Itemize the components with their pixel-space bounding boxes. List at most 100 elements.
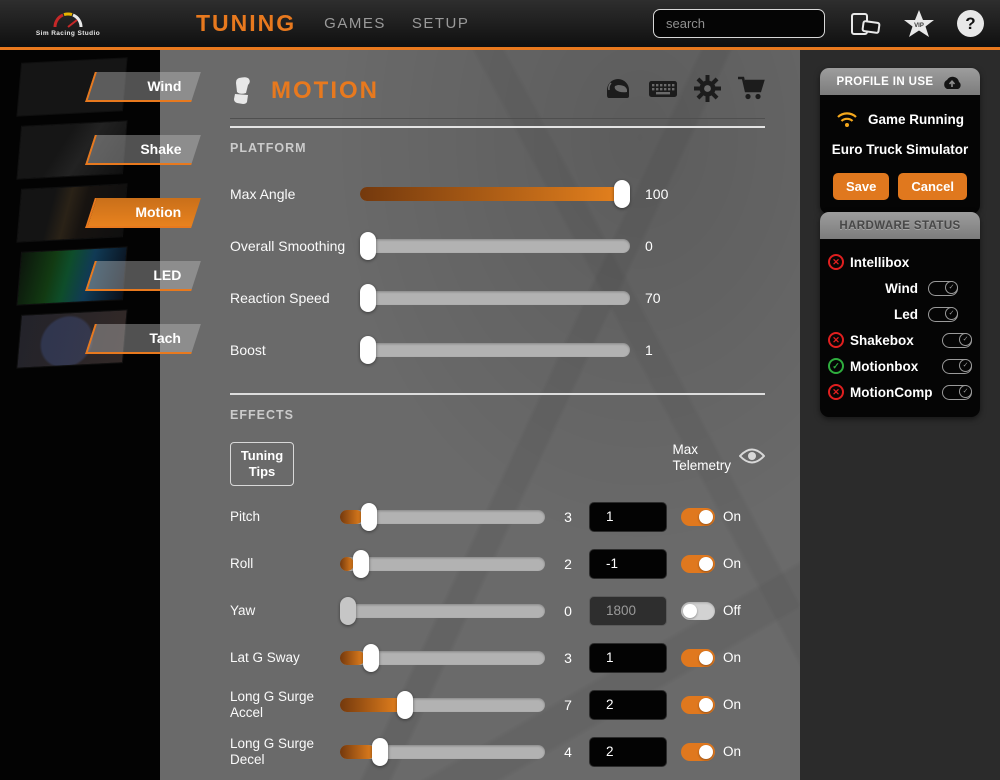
hardware-toggle[interactable]: ✓ bbox=[942, 332, 972, 348]
sidebar-item-shake[interactable]: Shake bbox=[14, 121, 201, 179]
effect-row-yaw: Yaw 0 Off bbox=[230, 594, 765, 627]
slider-thumb[interactable] bbox=[360, 336, 376, 364]
effect-slider bbox=[340, 643, 545, 672]
search-container bbox=[653, 9, 825, 38]
sidebar-item-motion[interactable]: Motion bbox=[14, 184, 201, 242]
slider-track[interactable] bbox=[340, 690, 545, 719]
effect-label: Pitch bbox=[230, 508, 261, 524]
slider-thumb[interactable] bbox=[614, 180, 630, 208]
sidebar-item-band[interactable]: Wind bbox=[85, 72, 201, 102]
effect-toggle[interactable] bbox=[681, 742, 715, 761]
slider-thumb[interactable] bbox=[353, 549, 370, 578]
keyboard-icon[interactable] bbox=[648, 78, 678, 105]
hardware-toggle[interactable]: ✓ bbox=[928, 306, 958, 322]
hardware-panel-header: HARDWARE STATUS bbox=[820, 212, 980, 239]
devices-icon[interactable] bbox=[851, 12, 881, 36]
toggle-knob bbox=[699, 556, 713, 571]
sidebar-item-band[interactable]: Motion bbox=[85, 198, 201, 228]
platform-slider-value: 100 bbox=[645, 186, 669, 202]
slider-track[interactable] bbox=[360, 180, 630, 208]
hardware-row-intellibox: ✕ Intellibox bbox=[828, 249, 972, 275]
slider-track[interactable] bbox=[340, 596, 545, 625]
slider-thumb[interactable] bbox=[360, 284, 376, 312]
slider-thumb[interactable] bbox=[360, 502, 377, 531]
platform-heading: PLATFORM bbox=[230, 141, 307, 155]
slider-track[interactable] bbox=[340, 737, 545, 766]
slider-thumb[interactable] bbox=[372, 737, 389, 766]
eye-icon[interactable] bbox=[738, 447, 766, 470]
hardware-toggle[interactable]: ✓ bbox=[928, 280, 958, 296]
effect-value-input[interactable] bbox=[589, 642, 667, 673]
vip-star-icon[interactable]: VIP bbox=[903, 9, 935, 39]
effect-value-input[interactable] bbox=[589, 548, 667, 579]
sidebar-item-led[interactable]: LED bbox=[14, 247, 201, 305]
sidebar-item-label: Wind bbox=[147, 78, 182, 94]
effect-toggle[interactable] bbox=[681, 554, 715, 573]
cancel-button[interactable]: Cancel bbox=[898, 173, 967, 200]
game-status: Game Running bbox=[867, 112, 964, 127]
toggle-knob bbox=[683, 603, 697, 618]
nav-games[interactable]: GAMES bbox=[324, 15, 386, 32]
sidebar-item-band[interactable]: LED bbox=[85, 261, 201, 291]
effect-toggle[interactable] bbox=[681, 601, 715, 620]
slider-track[interactable] bbox=[340, 643, 545, 672]
platform-slider-row: Overall Smoothing 0 bbox=[230, 232, 765, 260]
help-icon[interactable]: ? bbox=[957, 10, 984, 37]
effect-toggle[interactable] bbox=[681, 507, 715, 526]
effect-toggle[interactable] bbox=[681, 695, 715, 714]
effect-value-input[interactable] bbox=[589, 689, 667, 720]
slider-thumb[interactable] bbox=[340, 596, 356, 625]
hardware-row-led: Led ✓ bbox=[828, 301, 972, 327]
sidebar-item-band[interactable]: Tach bbox=[85, 324, 201, 354]
hardware-toggle-knob: ✓ bbox=[945, 306, 958, 320]
hardware-heading: HARDWARE STATUS bbox=[839, 219, 961, 232]
sidebar-item-label: Tach bbox=[149, 330, 182, 346]
search-input[interactable] bbox=[653, 9, 825, 38]
slider-fill bbox=[340, 556, 355, 571]
platform-slider-value: 0 bbox=[645, 238, 653, 254]
hardware-toggle[interactable]: ✓ bbox=[942, 384, 972, 400]
helmet-icon[interactable] bbox=[604, 77, 632, 106]
effect-value-input[interactable] bbox=[589, 501, 667, 532]
toggle-state-label: Off bbox=[723, 603, 741, 618]
app-logo: Sim Racing Studio bbox=[8, 11, 128, 37]
effect-label: Roll bbox=[230, 555, 254, 571]
top-nav: GAMES SETUP bbox=[324, 15, 469, 32]
hardware-row-shakebox: ✕ Shakebox ✓ bbox=[828, 327, 972, 353]
slider-thumb[interactable] bbox=[396, 690, 413, 719]
effect-slider-value: 3 bbox=[564, 508, 572, 525]
hardware-label: Wind bbox=[885, 280, 918, 296]
slider-track[interactable] bbox=[340, 549, 545, 578]
hardware-toggle[interactable]: ✓ bbox=[942, 358, 972, 374]
cart-icon[interactable] bbox=[737, 76, 765, 107]
effect-slider-value: 3 bbox=[564, 649, 572, 666]
effect-row-long-g-surge-decel: Long G Surge Decel 4 On bbox=[230, 735, 765, 768]
effect-toggle[interactable] bbox=[681, 648, 715, 667]
effect-value-input[interactable] bbox=[589, 736, 667, 767]
topbar-icons: VIP ? bbox=[851, 9, 984, 39]
gear-icon[interactable] bbox=[694, 75, 721, 107]
effect-label: Long G Surge Accel bbox=[230, 688, 315, 720]
sidebar-item-wind[interactable]: Wind bbox=[14, 58, 201, 116]
slider-track[interactable] bbox=[340, 502, 545, 531]
tuning-tips-button[interactable]: Tuning Tips bbox=[230, 442, 294, 486]
slider-track[interactable] bbox=[360, 336, 630, 364]
slider-thumb[interactable] bbox=[362, 643, 379, 672]
cloud-upload-icon[interactable] bbox=[941, 74, 963, 90]
platform-slider-label: Max Angle bbox=[230, 186, 296, 202]
toggle-state-label: On bbox=[723, 556, 742, 571]
effects-toolbar: Tuning Tips Max Telemetry bbox=[230, 442, 766, 486]
slider-thumb[interactable] bbox=[360, 232, 376, 260]
effects-rows: Pitch3OnRoll2OnYaw0OffLat G Sway3OnLong … bbox=[230, 500, 765, 780]
hardware-toggle-knob: ✓ bbox=[959, 384, 972, 398]
hardware-label: Intellibox bbox=[850, 254, 910, 270]
sidebar-item-band[interactable]: Shake bbox=[85, 135, 201, 165]
effect-value-input[interactable] bbox=[589, 595, 667, 626]
slider-track[interactable] bbox=[360, 232, 630, 260]
sidebar-item-tach[interactable]: Tach bbox=[14, 310, 201, 368]
slider-track[interactable] bbox=[360, 284, 630, 312]
platform-slider-value: 70 bbox=[645, 290, 661, 306]
nav-setup[interactable]: SETUP bbox=[411, 15, 470, 32]
save-button[interactable]: Save bbox=[832, 173, 890, 200]
